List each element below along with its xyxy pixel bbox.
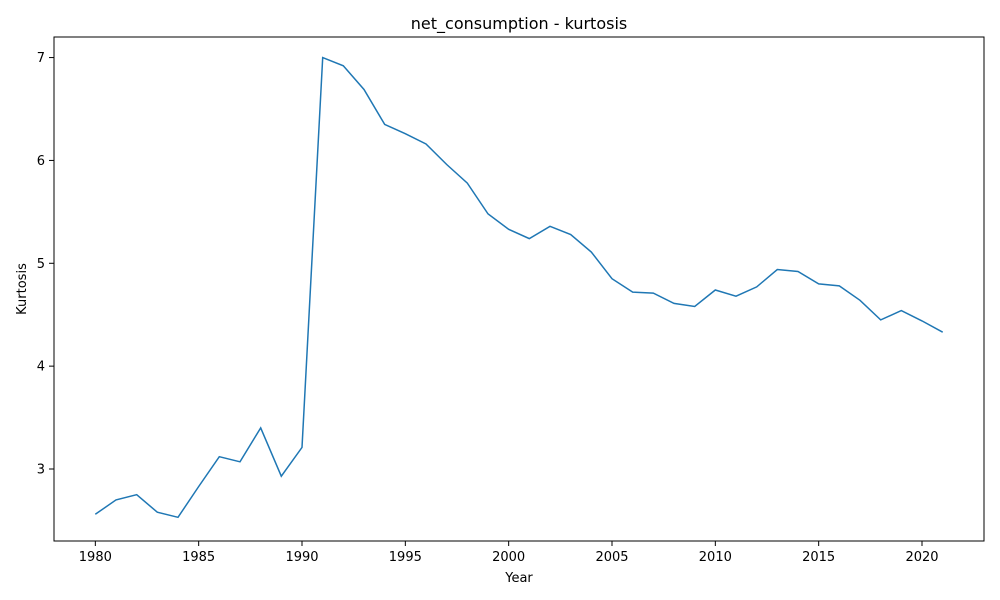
y-axis-label: Kurtosis — [15, 263, 30, 315]
x-tick-label: 2010 — [699, 550, 732, 565]
x-tick-label: 2015 — [802, 550, 835, 565]
x-axis-label: Year — [504, 571, 533, 586]
y-axis: 3 4 5 6 7 — [37, 51, 54, 478]
plot-area — [53, 36, 985, 542]
y-tick-label: 5 — [37, 257, 45, 272]
x-tick-label: 1995 — [389, 550, 422, 565]
y-tick-label: 3 — [37, 463, 45, 478]
x-tick-label: 1985 — [182, 550, 215, 565]
x-tick-label: 1990 — [285, 550, 318, 565]
x-tick-label: 2005 — [595, 550, 628, 565]
x-tick-label: 2000 — [492, 550, 525, 565]
series-line — [94, 56, 944, 519]
x-tick-label: 1980 — [79, 550, 112, 565]
chart-title: net_consumption - kurtosis — [411, 14, 627, 34]
x-axis: 1980 1985 1990 1995 2000 2005 2010 2015 2020 — [79, 541, 939, 565]
y-tick-label: 6 — [37, 154, 45, 169]
y-tick-label: 7 — [37, 51, 45, 66]
x-tick-label: 2020 — [905, 550, 938, 565]
y-tick-label: 4 — [37, 360, 45, 375]
